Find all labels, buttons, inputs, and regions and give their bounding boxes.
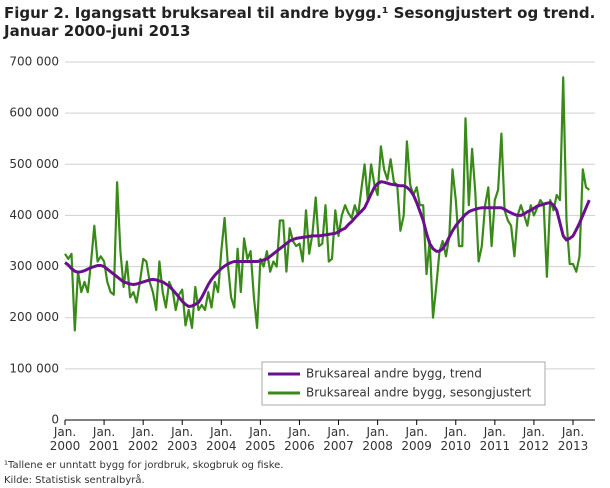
line-series [64, 180, 591, 308]
x-tick-label: Jan. 2013 [557, 425, 589, 453]
y-tick-label: 600 000 [9, 106, 59, 120]
x-tick-label: Jan. 2003 [166, 425, 198, 453]
line-series [64, 76, 590, 332]
x-tick-label: Jan. 2005 [245, 425, 276, 453]
x-tick-label: Jan. 2009 [401, 425, 432, 453]
x-tick-label: Jan. 2008 [362, 425, 393, 453]
x-tick-label: Jan. 2002 [127, 425, 159, 453]
y-tick-label: 700 000 [9, 55, 59, 69]
x-tick-label: Jan. 2000 [49, 425, 81, 453]
x-tick-label: Jan. 2004 [206, 425, 237, 453]
y-tick-label: 200 000 [9, 310, 59, 324]
x-tick-label: Jan. 2006 [284, 425, 315, 453]
footnote: ¹Tallene er unntatt bygg for jordbruk, s… [4, 460, 283, 471]
y-tick-label: 500 000 [9, 157, 59, 171]
x-tick-label: Jan. 2001 [88, 425, 120, 453]
x-tick-label: Jan. 2007 [323, 425, 354, 453]
y-tick-label: 100 000 [9, 361, 59, 375]
x-tick-label: Jan. 2011 [479, 425, 511, 453]
y-tick-label: 0 [51, 413, 59, 427]
x-tick-label: Jan. 2012 [518, 425, 550, 453]
source: Kilde: Statistisk sentralbyrå. [4, 473, 145, 486]
x-tick-label: Jan. 2010 [440, 425, 472, 453]
chart-title: Figur 2. Igangsatt bruksareal til andre … [4, 4, 595, 22]
y-tick-label: 300 000 [9, 259, 59, 273]
y-tick-label: 400 000 [9, 208, 59, 222]
legend-label: Bruksareal andre bygg, sesongjustert [306, 386, 532, 400]
chart-title: Januar 2000-juni 2013 [3, 22, 190, 40]
legend-box [261, 361, 546, 406]
legend-label: Bruksareal andre bygg, trend [306, 367, 482, 381]
